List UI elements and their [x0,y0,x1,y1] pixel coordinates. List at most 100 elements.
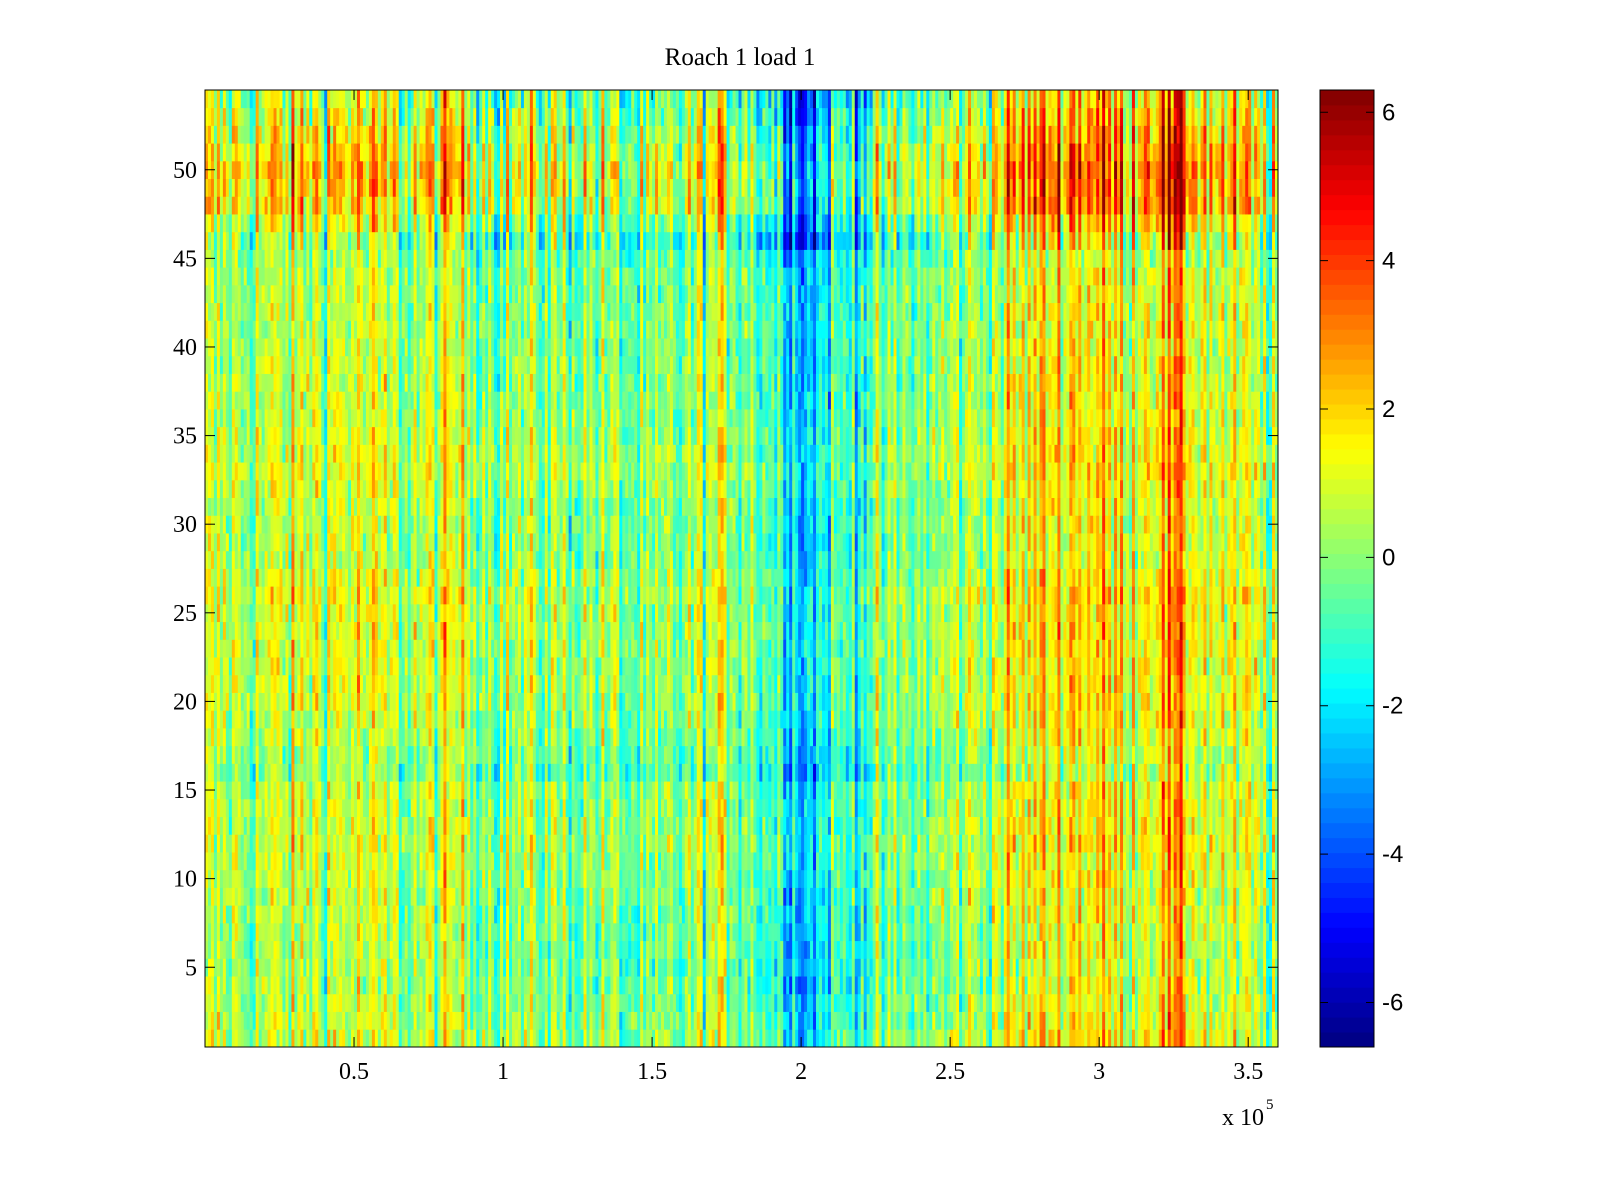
heatmap-cell [440,922,444,942]
heatmap-cell [1200,922,1204,942]
heatmap-cell [589,869,593,888]
heatmap-cell [1251,816,1255,835]
heatmap-cell [333,940,337,959]
heatmap-cell [303,993,307,1012]
heatmap-cell [1128,905,1133,924]
heatmap-cell [643,958,647,977]
heatmap-cell [613,887,617,906]
heatmap-cell [923,993,927,1012]
heatmap-cell [926,852,930,871]
heatmap-cell [598,905,602,924]
heatmap-cell [1242,1029,1246,1048]
heatmap-cell [968,922,972,942]
heatmap-cell [368,887,373,906]
heatmap-cell [550,887,555,906]
heatmap-cell [1102,922,1106,942]
heatmap-cell [1015,816,1020,835]
heatmap-cell [860,993,865,1012]
heatmap-cell [1096,887,1100,906]
heatmap-cell [824,869,829,888]
heatmap-cell [973,958,978,977]
heatmap-cell [1111,976,1115,995]
heatmap-cell [959,1011,963,1030]
heatmap-cell [962,940,966,959]
heatmap-cell [1248,958,1252,977]
heatmap-cell [464,940,468,959]
heatmap-cell [979,852,984,871]
heatmap-cell [735,922,739,942]
heatmap-cell [643,940,647,959]
heatmap-cell [1125,905,1130,924]
heatmap-cell [878,887,882,906]
heatmap-cell [851,798,856,818]
heatmap-cell [488,940,492,959]
heatmap-cell [461,887,465,906]
heatmap-cell [968,1011,972,1030]
heatmap-cell [908,852,912,871]
heatmap-cell [1176,976,1181,995]
heatmap-cell [231,798,236,818]
heatmap-cell [696,905,701,924]
heatmap-cell [890,993,894,1012]
heatmap-cell [735,976,739,995]
heatmap-cell [929,922,933,942]
heatmap-cell [1167,834,1172,853]
heatmap-cell [661,922,665,942]
heatmap-cell [890,869,894,888]
heatmap-cell [1108,834,1112,853]
heatmap-cell [285,993,289,1012]
heatmap-cell [887,887,891,906]
heatmap-cell [1194,869,1198,888]
heatmap-cell [1227,816,1231,835]
heatmap-cell [765,798,769,818]
heatmap-cell [506,852,510,871]
heatmap-cell [765,887,769,906]
heatmap-cell [1060,798,1064,818]
heatmap-cell [947,887,951,906]
heatmap-cell [628,922,632,942]
heatmap-cell [932,1029,936,1048]
heatmap-cell [997,816,1002,835]
heatmap-cell [339,887,343,906]
heatmap-cell [1111,798,1115,818]
heatmap-cell [1131,816,1136,835]
heatmap-cell [747,834,751,853]
heatmap-cell [723,798,727,818]
heatmap-cell [747,922,751,942]
heatmap-cell [1006,940,1011,959]
heatmap-cell [976,940,981,959]
heatmap-cell [568,852,573,871]
heatmap-cell [413,976,418,995]
heatmap-cell [1012,798,1017,818]
heatmap-cell [1209,905,1213,924]
heatmap-cell [371,905,376,924]
heatmap-cell [586,852,590,871]
heatmap-cell [452,940,456,959]
heatmap-cell [1105,834,1109,853]
heatmap-cell [562,869,567,888]
heatmap-cell [1006,976,1011,995]
heatmap-cell [756,940,760,959]
heatmap-cell [440,1011,444,1030]
heatmap-cell [1158,852,1163,871]
heatmap-cell [1039,958,1043,977]
heatmap-cell [830,816,835,835]
heatmap-cell [389,976,394,995]
heatmap-cell [1143,1029,1148,1048]
heatmap-cell [1143,869,1148,888]
heatmap-cell [887,852,891,871]
heatmap-cell [786,976,790,995]
heatmap-cell [1143,798,1148,818]
heatmap-cell [979,1029,984,1048]
heatmap-cell [664,798,668,818]
heatmap-cell [976,905,981,924]
heatmap-cell [1152,905,1157,924]
heatmap-cell [264,1011,268,1030]
heatmap-cell [756,834,760,853]
heatmap-cell [580,976,584,995]
heatmap-cell [398,993,403,1012]
heatmap-cell [616,976,620,995]
heatmap-cell [476,834,480,853]
heatmap-cell [604,976,608,995]
heatmap-cell [792,1029,796,1048]
